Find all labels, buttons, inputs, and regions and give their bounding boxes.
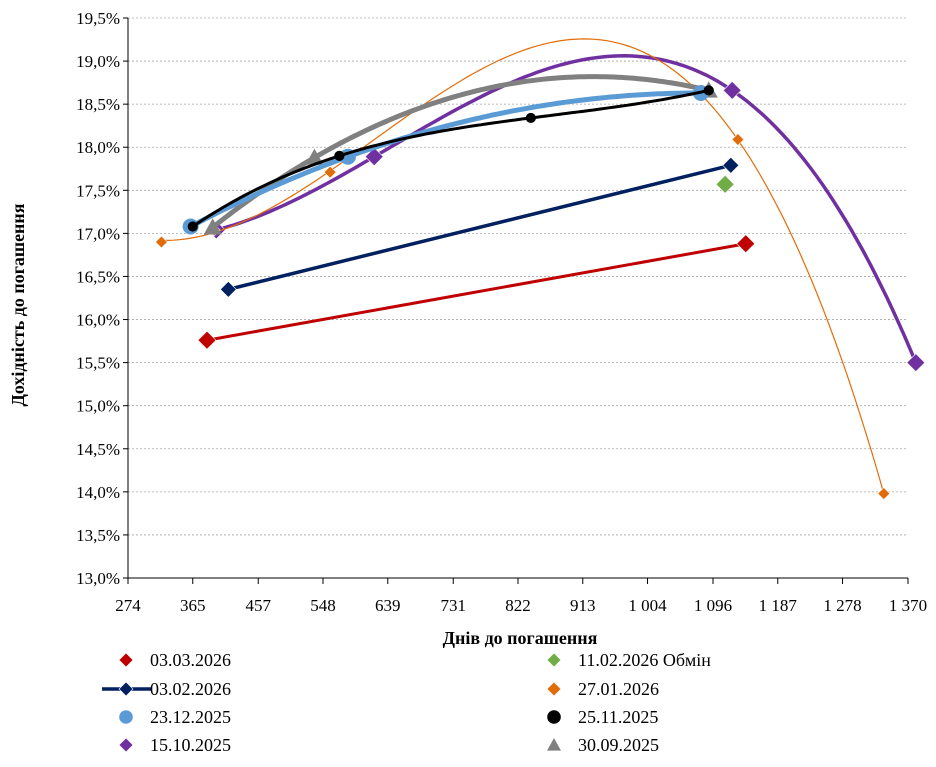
series-line: [206, 242, 747, 342]
x-tick-label: 913: [570, 596, 596, 615]
x-tick-label: 1 370: [889, 596, 927, 615]
data-point: [197, 330, 217, 350]
data-point: [219, 280, 237, 298]
data-point: [525, 112, 536, 124]
legend-marker: [547, 738, 561, 751]
legend-entry: 03.02.2026: [102, 679, 231, 699]
x-tick-label: 1 096: [694, 596, 732, 615]
x-tick-label: 457: [245, 596, 271, 615]
y-tick-label: 15,5%: [76, 354, 120, 373]
series-11.02.2026: [715, 174, 735, 194]
y-tick-label: 16,5%: [76, 267, 120, 286]
legend-marker: [546, 652, 562, 668]
legend-label: 15.10.2025: [150, 735, 231, 755]
data-point: [736, 234, 756, 254]
series-group: [155, 38, 926, 500]
y-axis-title: Дохідність до погашення: [8, 203, 28, 406]
legend-marker: [119, 710, 133, 724]
data-point: [731, 133, 745, 146]
legend-marker: [118, 652, 134, 668]
data-point: [715, 174, 735, 194]
legend-label: 23.12.2025: [150, 707, 231, 727]
data-point: [323, 165, 337, 179]
x-tick-label: 548: [310, 596, 336, 615]
x-tick-label: 274: [115, 596, 141, 615]
series-trend: [210, 74, 712, 230]
x-tick-label: 1 187: [759, 596, 798, 615]
x-tick-label: 1 004: [628, 596, 667, 615]
legend-entry: 27.01.2026: [546, 679, 659, 699]
data-point: [722, 80, 742, 100]
y-tick-label: 17,0%: [76, 224, 120, 243]
series-trend: [191, 88, 711, 228]
legend-entry: 11.02.2026 Обмін: [546, 650, 711, 670]
series-03.02.2026: [219, 156, 740, 298]
grid-lines: [128, 17, 908, 536]
series-trend: [188, 90, 704, 229]
y-tick-label: 14,0%: [76, 483, 120, 502]
data-point: [906, 353, 926, 373]
legend-entry: 30.09.2025: [547, 735, 659, 755]
series-line: [227, 163, 732, 292]
legend-label: 30.09.2025: [578, 735, 659, 755]
data-point: [877, 487, 891, 500]
data-point: [334, 150, 345, 161]
x-tick-label: 365: [180, 596, 206, 615]
legend-label: 27.01.2026: [578, 679, 659, 699]
x-axis-title: Днів до погашення: [443, 628, 598, 648]
x-tick-label: 1 278: [823, 596, 861, 615]
data-point: [305, 148, 324, 165]
series-trend: [214, 54, 918, 365]
x-tick-label: 731: [440, 596, 466, 615]
series-25.11.2025: [187, 85, 714, 232]
y-tick-label: 18,5%: [76, 95, 120, 114]
legend-label: 03.02.2026: [150, 679, 231, 699]
y-tick-label: 18,0%: [76, 138, 120, 157]
x-tick-label: 822: [505, 596, 531, 615]
axes: 13,0% 13,5% 14,0% 14,5% 15,0% 15,5% 16,0% 16,5%…: [76, 9, 927, 615]
y-tick-label: 19,0%: [76, 52, 120, 71]
legend-label: 03.03.2026: [150, 650, 231, 670]
series-trend: [160, 38, 885, 494]
legend-marker: [546, 681, 562, 697]
legend-marker: [118, 681, 134, 697]
y-tick-label: 15,0%: [76, 397, 120, 416]
data-point: [187, 221, 198, 232]
legend-entry: 03.03.2026: [118, 650, 231, 670]
series-15.10.2025: [206, 54, 926, 373]
legend-entry: 25.11.2025: [547, 707, 658, 727]
legend-marker: [118, 737, 134, 753]
series-23.12.2025: [182, 84, 709, 235]
legend-marker: [547, 710, 561, 724]
data-point: [364, 147, 384, 167]
legend-entry: 23.12.2025: [119, 707, 231, 727]
data-point: [155, 235, 168, 249]
data-point: [722, 156, 740, 174]
series-27.01.2026: [155, 38, 891, 500]
series-03.03.2026: [197, 234, 756, 350]
legend: 03.03.2026 11.02.2026 Обмін 03.02.2026 27.0…: [102, 650, 711, 755]
y-tick-label: 14,5%: [76, 440, 120, 459]
legend-label: 25.11.2025: [578, 707, 658, 727]
series-30.09.2025: [203, 74, 718, 235]
data-point: [203, 218, 222, 235]
y-tick-label: 17,5%: [76, 181, 120, 200]
data-point: [703, 85, 714, 96]
legend-label: 11.02.2026 Обмін: [578, 650, 711, 670]
y-tick-label: 13,5%: [76, 526, 120, 545]
y-tick-label: 19,5%: [76, 9, 120, 28]
y-tick-label: 13,0%: [76, 569, 120, 588]
legend-entry: 15.10.2025: [118, 735, 231, 755]
x-tick-label: 639: [375, 596, 401, 615]
y-tick-label: 16,0%: [76, 311, 120, 330]
